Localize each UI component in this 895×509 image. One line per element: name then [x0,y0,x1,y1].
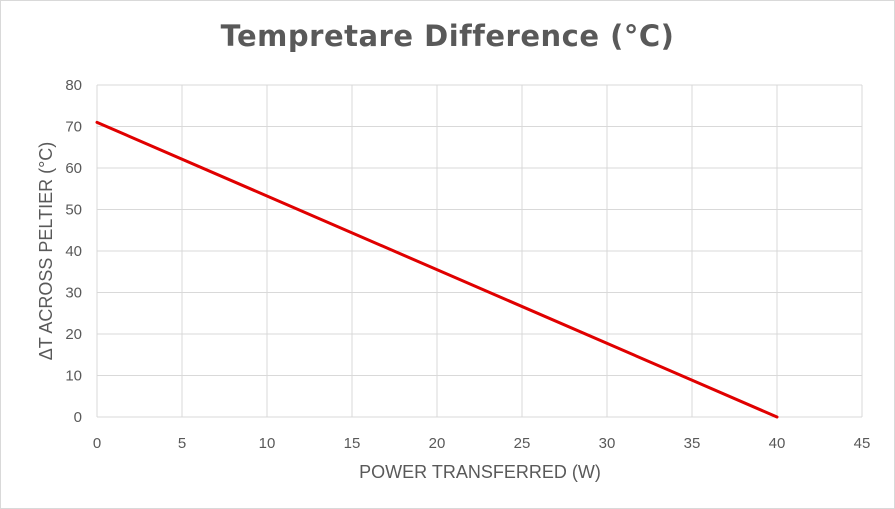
x-tick-label: 10 [259,435,276,452]
x-tick-label: 0 [93,435,101,452]
x-tick-label: 15 [344,435,361,452]
series-layer [95,120,779,419]
x-tick-label: 35 [684,435,701,452]
y-tick-label: 50 [65,202,82,219]
grid-layer [96,84,863,418]
y-tick-label: 60 [65,160,82,177]
x-tick-label: 40 [769,435,786,452]
y-tick-label: 20 [65,326,82,343]
x-tick-label: 25 [514,435,531,452]
y-tick-label: 10 [65,368,82,385]
x-tick-label: 20 [429,435,446,452]
y-tick-label: 70 [65,119,82,136]
y-tick-label: 40 [65,243,82,260]
x-axis-title: POWER TRANSFERRED (W) [359,462,601,482]
series-line [95,120,779,419]
x-tick-label: 5 [178,435,186,452]
tick-label-layer: 0 10 20 30 40 50 60 70 80 0 5 10 15 20 25 30 35 40 45 [65,77,870,452]
x-tick-label: 45 [854,435,871,452]
y-tick-label: 30 [65,285,82,302]
chart-title: Tempretare Difference (°C) [220,19,675,53]
y-axis-title: ΔT ACROSS PELTIER (°C) [36,142,56,361]
y-tick-label: 0 [74,409,82,426]
x-tick-label: 30 [599,435,616,452]
y-tick-label: 80 [65,77,82,94]
